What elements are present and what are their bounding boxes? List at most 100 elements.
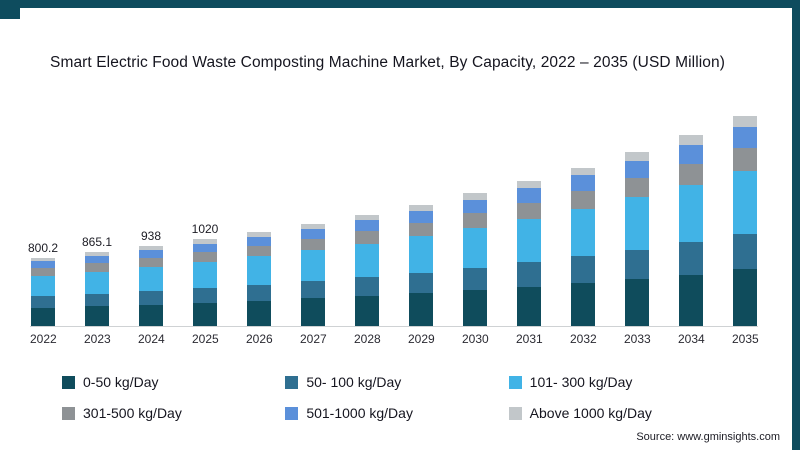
bar-segment [733,116,757,127]
bar-stack [31,257,55,326]
bar-segment [679,242,703,275]
bar-segment [193,261,217,288]
bar-segment [85,263,109,272]
legend-item: 501-1000 kg/Day [285,405,498,421]
bar-segment [247,246,271,257]
bar-segment [409,236,433,273]
bar-segment [409,222,433,237]
bar-segment [193,239,217,244]
bar-segment [463,227,487,268]
bar-segment [247,284,271,301]
bar-segment [355,295,379,326]
bar-segment [571,175,595,192]
bar-segment [733,170,757,234]
chart-title: Smart Electric Food Waste Composting Mac… [50,54,725,71]
bar-stack [193,239,217,326]
bar-segment [85,293,109,307]
bar-stack [571,167,595,326]
bar-segment [733,147,757,171]
bar-group: 800.2 [27,240,59,326]
bar-stack [625,152,649,326]
legend-label: 101- 300 kg/Day [529,374,633,390]
bar-segment [31,261,55,269]
legend-item: Above 1000 kg/Day [508,405,722,421]
legend-swatch-icon [508,406,522,420]
legend: 0-50 kg/Day 50- 100 kg/Day 101- 300 kg/Day… [62,374,722,421]
bar-segment [301,238,325,251]
bar-segment [625,279,649,326]
legend-swatch-icon [62,406,75,420]
bar-segment [679,135,703,145]
bar-segment [571,283,595,326]
frame-corner-block [0,8,20,19]
bar-segment [85,271,109,294]
bar-segment [193,243,217,253]
x-axis-tick-label: 2032 [570,332,597,346]
bar-segment [409,210,433,223]
bar-segment [517,188,541,203]
x-axis-tick-label: 2034 [678,332,705,346]
bar-segment [85,256,109,264]
bar-segment [571,256,595,284]
bar-stack [733,116,757,326]
x-axis-labels: 2022 2023 2024 2025 2026 2027 2028 2029 2030 2031… [30,332,759,346]
bar-segment [193,252,217,262]
bar-segment [679,163,703,185]
legend-swatch-icon [62,375,75,389]
legend-label: 301-500 kg/Day [83,405,182,421]
bar-segment [463,267,487,291]
bar-segment [625,249,649,280]
x-axis-tick-label: 2033 [624,332,651,346]
bar-group [732,116,758,326]
bar-segment [31,275,55,297]
legend-label: 50- 100 kg/Day [306,374,402,390]
bar-segment [31,257,55,262]
bar-segment [517,286,541,326]
bar-segment [463,213,487,228]
bar-segment [409,204,433,211]
bar-segment [625,160,649,179]
bar-stack [301,223,325,326]
x-axis-tick-label: 2024 [138,332,165,346]
legend-item: 0-50 kg/Day [62,374,275,390]
x-axis-tick-label: 2023 [84,332,111,346]
x-axis-tick-label: 2026 [246,332,273,346]
bar-segment [679,144,703,164]
bar-segment [679,274,703,326]
bar-segment [463,200,487,214]
bar-value-label: 1020 [191,222,219,237]
legend-swatch-icon [285,375,299,389]
bar-segment [193,302,217,326]
bar-value-label: 800.2 [27,240,59,255]
bar-segment [625,178,649,198]
bar-segment [517,218,541,263]
bar-segment [139,267,163,291]
x-axis-tick-label: 2031 [516,332,543,346]
bar-stack [463,193,487,326]
bar-stack [517,181,541,326]
bar-segment [571,167,595,176]
bar-segment [301,298,325,326]
bar-segment [139,291,163,305]
bar-segment [733,269,757,326]
bar-segment [517,202,541,219]
source-attribution: Source: www.gminsights.com [636,431,780,443]
legend-item: 50- 100 kg/Day [285,374,498,390]
bar-segment [139,250,163,259]
bar-group [462,193,488,326]
bar-segment [85,252,109,257]
x-axis-tick-label: 2030 [462,332,489,346]
bar-group [354,214,380,326]
x-axis-tick-label: 2022 [30,332,57,346]
bar-segment [625,152,649,161]
x-axis-tick-label: 2029 [408,332,435,346]
bar-stack [355,214,379,326]
bar-group [624,152,650,326]
bar-segment [355,214,379,221]
legend-item: 101- 300 kg/Day [508,374,722,390]
bar-segment [31,296,55,308]
bar-segment [517,181,541,189]
bar-stack [409,204,433,326]
legend-swatch-icon [285,406,299,420]
